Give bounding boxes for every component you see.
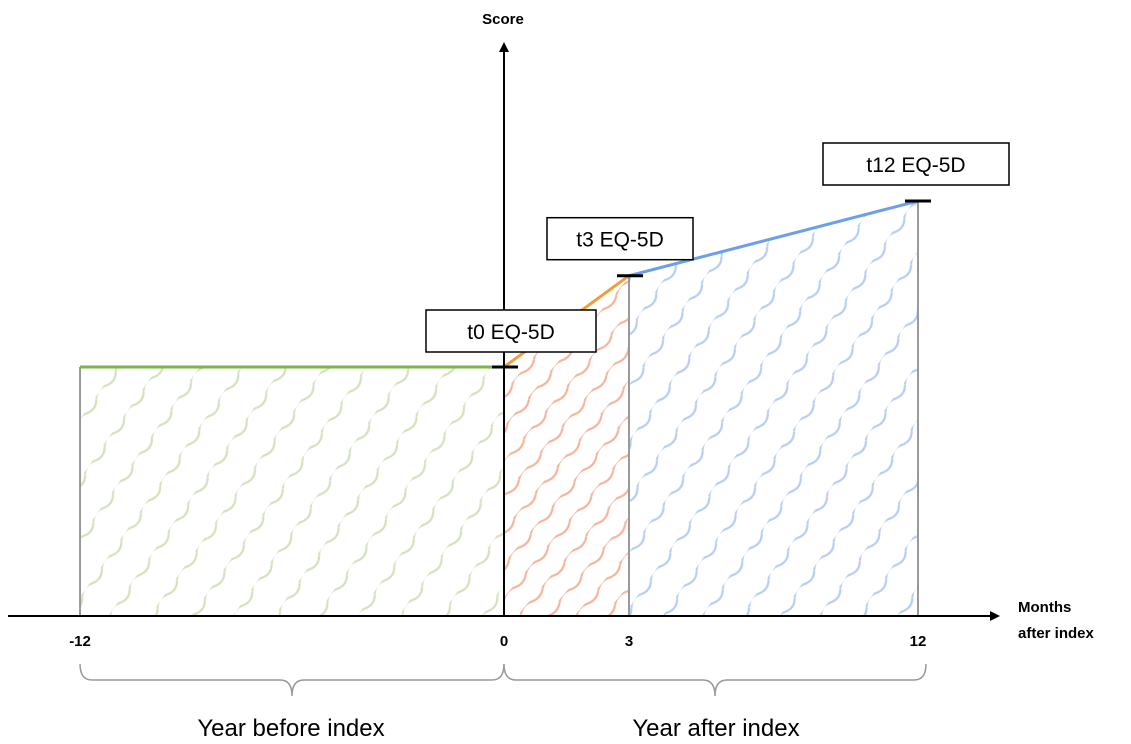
- x-tick-label: 0: [500, 633, 508, 650]
- x-tick-label: 12: [910, 633, 927, 650]
- x-tick-label: 3: [625, 633, 633, 650]
- score-line-months-3-to-12: [628, 199, 919, 278]
- measurement-box-t3: [546, 216, 694, 261]
- brace-year-before-index: [79, 663, 505, 697]
- area-months-3-to-12: [629, 201, 918, 616]
- brace-year-after-index: [503, 663, 927, 697]
- x-axis-label-line1: Months: [1018, 599, 1071, 616]
- measurement-label-t12: t12 EQ-5D: [866, 154, 965, 177]
- measurement-box-t0: [425, 309, 597, 353]
- measurement-label-t0: t0 EQ-5D: [467, 321, 555, 344]
- area-year-before-index: [80, 367, 504, 616]
- measurement-box-t12: [822, 142, 1010, 186]
- measurement-label-t3: t3 EQ-5D: [576, 229, 664, 252]
- y-axis-label: Score: [482, 11, 524, 28]
- x-axis-label-line2: after index: [1018, 625, 1095, 642]
- area-months-0-to-3: [504, 275, 630, 616]
- brace-label-year-after-index: Year after index: [632, 715, 799, 742]
- brace-label-year-before-index: Year before index: [197, 715, 384, 742]
- x-tick-label: -12: [69, 633, 91, 650]
